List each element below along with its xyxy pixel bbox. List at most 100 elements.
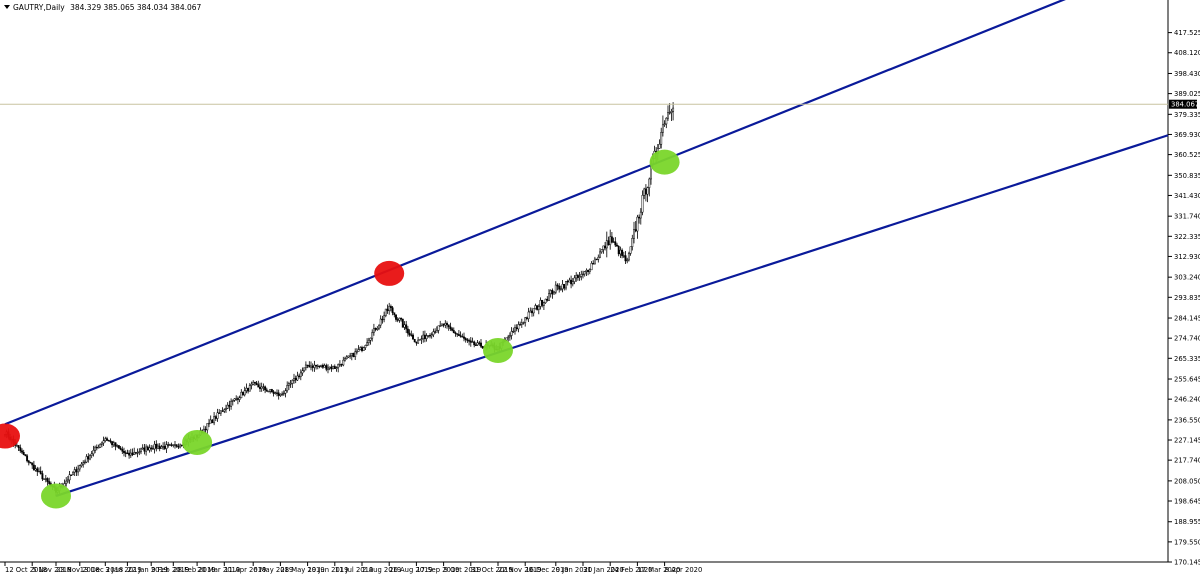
candle-body [238, 397, 241, 400]
candle-body [357, 349, 360, 352]
candle-body [537, 306, 540, 310]
candle-body [507, 336, 510, 339]
candle-body [570, 279, 573, 285]
candle-body [65, 480, 68, 484]
candle-body [281, 393, 284, 395]
candle-body [90, 453, 93, 456]
candle-body [226, 404, 229, 409]
support-touch-marker [649, 149, 680, 175]
candle-body [240, 391, 243, 399]
y-tick-label: 312.930 [1174, 253, 1200, 261]
candle-body [614, 241, 617, 246]
candle-body [155, 443, 158, 449]
candle-body [624, 255, 627, 262]
candle-body [355, 351, 358, 353]
candle-body [435, 330, 438, 333]
candle-body [34, 468, 37, 471]
candle-body [172, 444, 175, 446]
y-tick-label: 341.430 [1174, 192, 1200, 200]
candle-body [24, 454, 27, 457]
candle-body [327, 367, 329, 370]
candle-body [361, 347, 363, 351]
candle-body [298, 375, 301, 377]
candle-body [134, 452, 137, 454]
candle-body [553, 291, 556, 295]
candle-body [599, 251, 601, 258]
candle-body [505, 337, 508, 341]
candle-body [536, 305, 539, 310]
y-tick-label: 408.120 [1174, 49, 1200, 57]
candle-body [381, 318, 384, 321]
candle-body [19, 447, 22, 452]
y-tick-label: 398.430 [1174, 70, 1200, 78]
candle-body [264, 386, 267, 391]
candle-body [230, 401, 233, 407]
candle-body [262, 386, 265, 388]
candle-body [117, 445, 120, 449]
y-tick-label: 179.550 [1174, 538, 1200, 546]
candle-body [43, 478, 46, 480]
current-price-label: 384.067 [1171, 101, 1199, 109]
candle-body [97, 447, 100, 449]
candle-body [245, 387, 248, 391]
x-tick-label: 8 Apr 2020 [665, 566, 703, 574]
channel-lines[interactable] [4, 0, 1169, 498]
candle-body [634, 229, 637, 232]
x-tick-label: 13 Dec 2018 [80, 566, 123, 574]
candle-body [287, 383, 290, 386]
candle-body [338, 364, 341, 366]
chart-header: GAUTRY,Daily 384.329 385.065 384.034 384… [4, 3, 202, 12]
x-tick-label: 24 Feb 2020 [610, 566, 652, 574]
candle-body [89, 455, 91, 460]
candle-body [44, 478, 47, 480]
candle-body [75, 469, 78, 473]
candle-body [571, 281, 574, 285]
candle-body [131, 452, 134, 456]
candle-body [301, 370, 304, 374]
x-tick-label: 16 Dec 2019 [525, 566, 568, 574]
lower-channel-line[interactable] [55, 134, 1169, 498]
candle-body [308, 365, 311, 368]
symbol-timeframe: GAUTRY,Daily 384.329 385.065 384.034 384… [13, 3, 202, 12]
y-tick-label: 293.835 [1174, 294, 1200, 302]
candle-body [340, 364, 343, 366]
dropdown-triangle-icon[interactable] [4, 5, 10, 9]
candle-body [175, 444, 178, 447]
candle-body [350, 352, 353, 357]
candle-body [529, 310, 532, 313]
candle-body [595, 258, 598, 261]
candle-body [532, 308, 535, 314]
candle-body [408, 332, 411, 336]
candle-body [320, 364, 323, 367]
candle-body [167, 444, 170, 446]
candle-body [219, 410, 222, 414]
y-tick-label: 255.645 [1174, 376, 1200, 384]
candle-body [354, 351, 357, 358]
candle-body [605, 240, 608, 249]
candle-body [440, 323, 443, 326]
y-tick-label: 322.335 [1174, 233, 1200, 241]
candle-body [265, 389, 268, 392]
y-tick-label: 303.240 [1174, 274, 1200, 282]
candle-body [389, 306, 392, 308]
candle-body [279, 393, 282, 396]
candle-body [242, 391, 244, 396]
candle-body [588, 269, 591, 272]
candle-body [384, 308, 387, 316]
candle-body [629, 246, 632, 254]
candle-body [660, 132, 663, 145]
candle-body [378, 324, 380, 329]
candle-body [534, 305, 537, 309]
candle-body [83, 461, 86, 464]
candle-body [425, 335, 428, 339]
upper-channel-line[interactable] [4, 0, 1168, 426]
candle-body [315, 364, 318, 367]
candle-body [616, 244, 618, 247]
candle-body [473, 341, 476, 346]
candle-body [391, 307, 394, 313]
candle-body [223, 409, 226, 412]
candle-body [255, 382, 258, 385]
candle-body [209, 419, 212, 424]
